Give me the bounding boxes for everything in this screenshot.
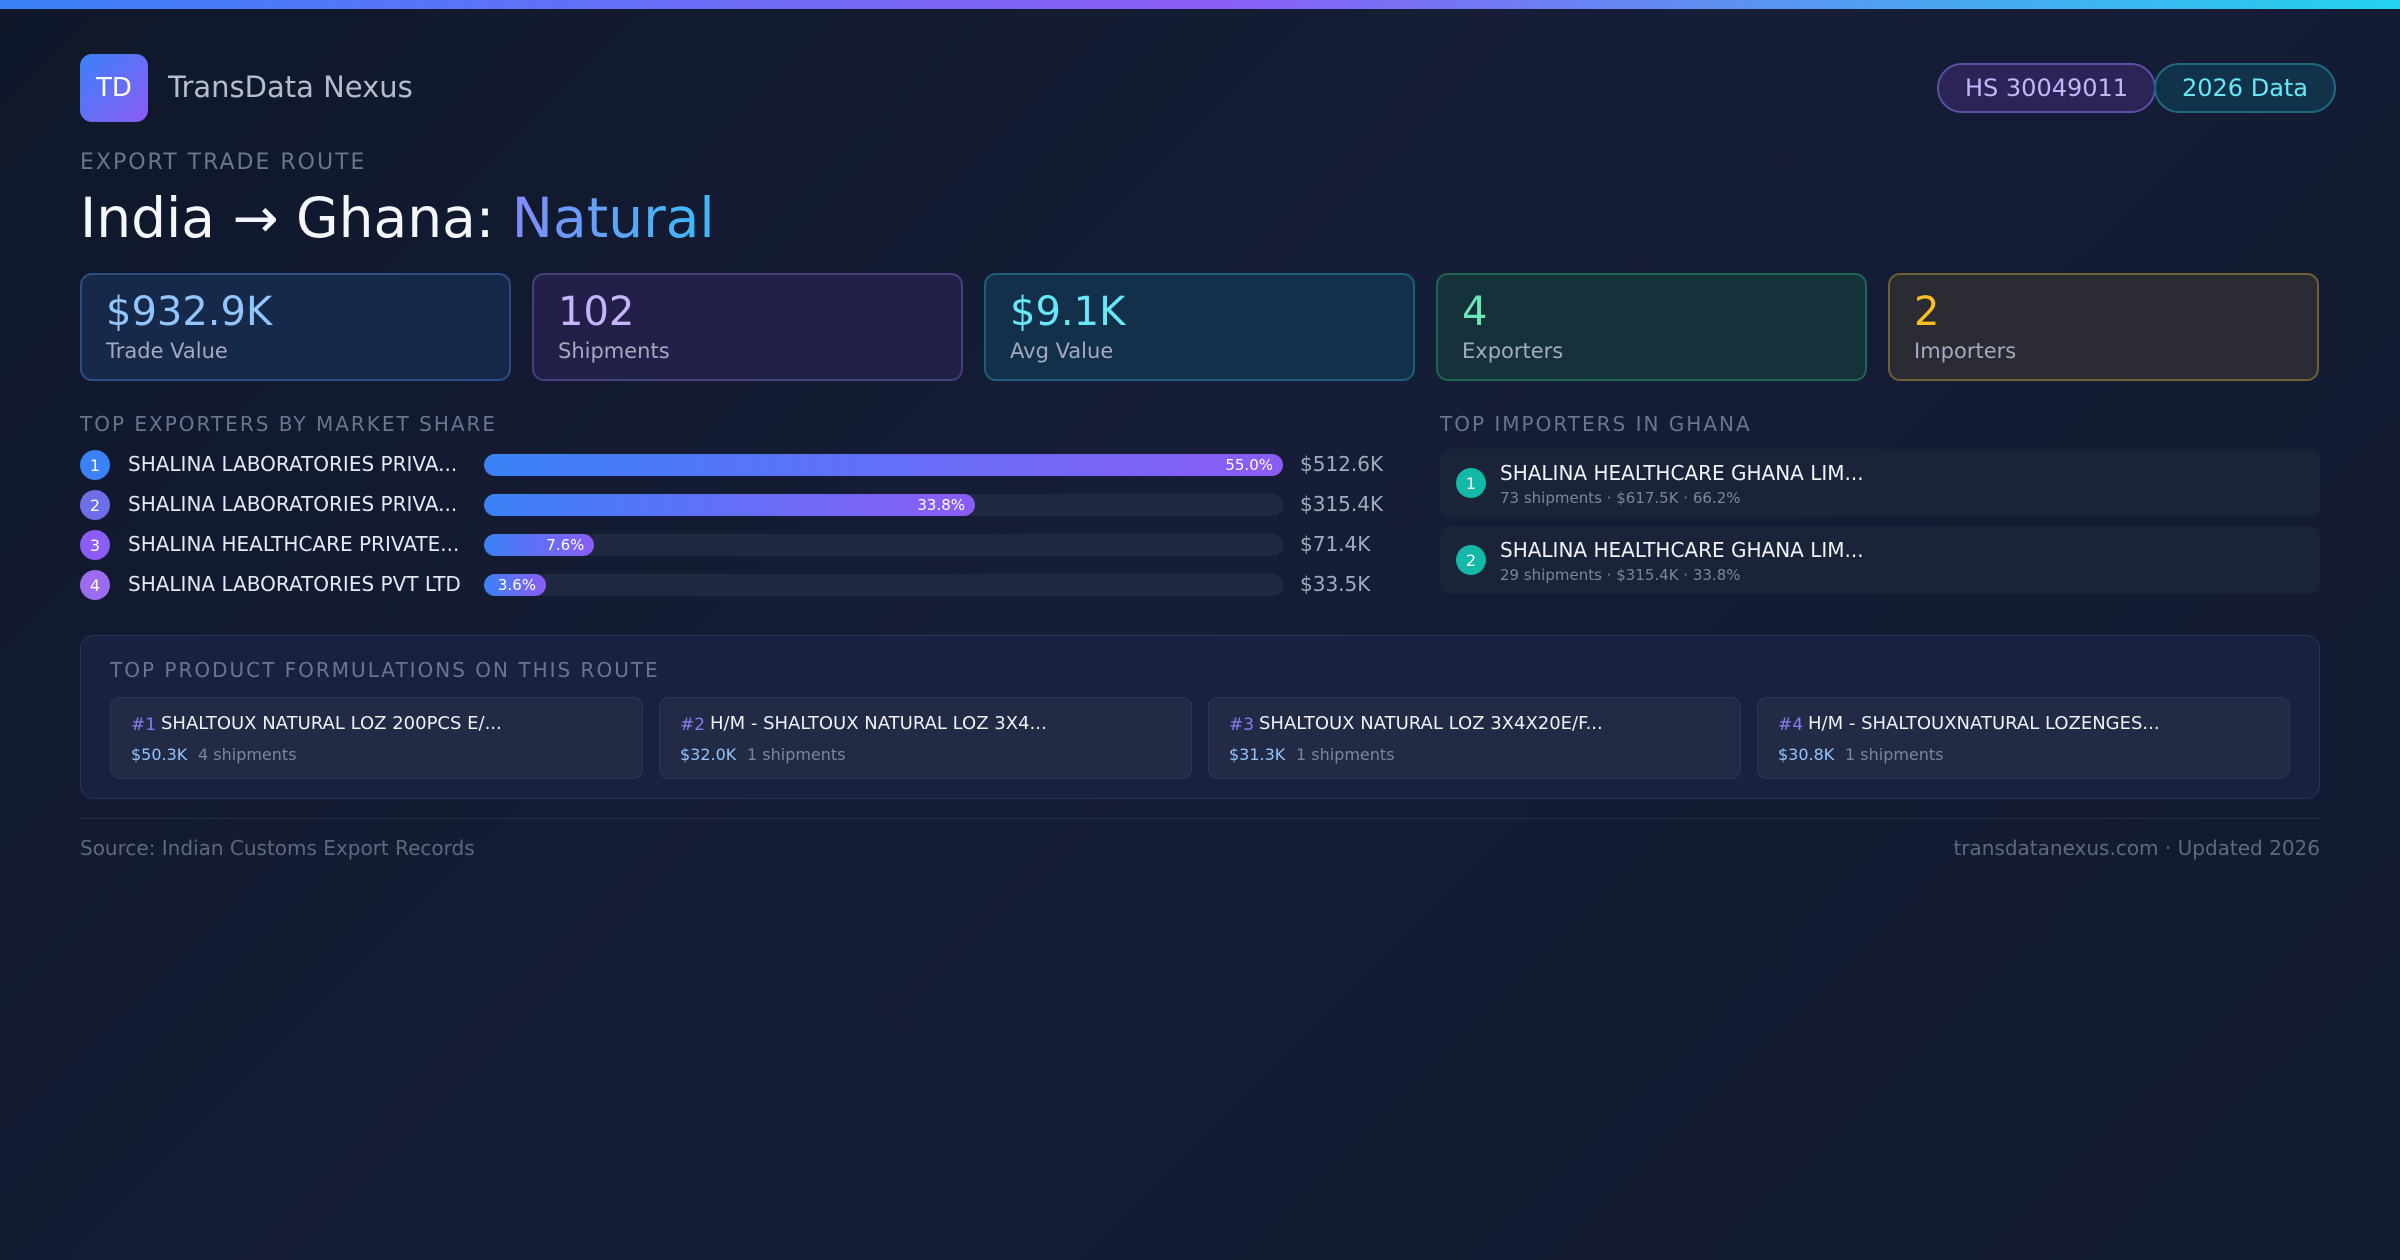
exporter-name: SHALINA LABORATORIES PRIVA... [128,452,458,476]
stat-card: 4 Exporters [1436,273,1867,381]
top-accent [0,0,2400,9]
rank-badge: 1 [1456,468,1486,498]
product-shipments: 1 shipments [1296,745,1395,764]
bar: 3.6% [484,574,546,596]
rank-badge: 4 [80,570,110,600]
stat-card: $932.9K Trade Value [80,273,511,381]
product-card [110,697,643,779]
importer-card [1440,449,2320,517]
product-shipments: 1 shipments [747,745,846,764]
title-highlight: Natural [511,186,715,250]
bar-track: 55.0% [484,454,1283,476]
stat-value: $9.1K [1010,289,1126,335]
product-rank: #3 [1229,715,1255,735]
exporter-value: $315.4K [1300,492,1384,516]
title: India → Ghana: Natural [80,186,715,250]
product-rank: #1 [131,715,157,735]
bar: 7.6% [484,534,595,556]
stat-label: Trade Value [106,339,228,363]
stat-value: 102 [558,289,635,335]
bar: 33.8% [484,494,976,516]
product-value: $32.0K [680,745,737,764]
divider [80,818,2320,819]
logo: TD [80,54,148,122]
eyebrow: EXPORT TRADE ROUTE [80,150,367,175]
stat-card: $9.1K Avg Value [984,273,1415,381]
product-shipments: 4 shipments [198,745,297,764]
exporters-heading: TOP EXPORTERS BY MARKET SHARE [80,412,498,436]
stat-label: Shipments [558,339,670,363]
stat-value: 2 [1914,289,1940,335]
importer-name: SHALINA HEALTHCARE GHANA LIM... [1500,461,1864,485]
product-card [659,697,1192,779]
bar-track: 33.8% [484,494,1283,516]
importer-detail: 29 shipments · $315.4K · 33.8% [1500,566,1741,584]
product-rank: #4 [1778,715,1804,735]
product-name: SHALTOUX NATURAL LOZ 3X4X20E/F... [1259,713,1603,734]
title-text: India → Ghana: [80,186,495,250]
product-name: SHALTOUX NATURAL LOZ 200PCS E/... [161,713,502,734]
product-card [1757,697,2290,779]
products-heading: TOP PRODUCT FORMULATIONS ON THIS ROUTE [110,658,660,682]
rank-badge: 1 [80,450,110,480]
brand: TransData Nexus [168,70,413,104]
rank-badge: 2 [1456,545,1486,575]
rank-badge: 3 [80,530,110,560]
product-rank: #2 [680,715,706,735]
stat-label: Avg Value [1010,339,1114,363]
year-badge: 2026 Data [2154,63,2337,113]
stat-label: Exporters [1462,339,1564,363]
exporter-value: $33.5K [1300,572,1371,596]
stat-card: 102 Shipments [532,273,963,381]
source: Source: Indian Customs Export Records [80,836,475,860]
exporter-value: $512.6K [1300,452,1384,476]
product-card [1208,697,1741,779]
exporter-name: SHALINA LABORATORIES PRIVA... [128,492,458,516]
site: transdatanexus.com · Updated 2026 [1953,836,2320,860]
product-value: $30.8K [1778,745,1835,764]
bar: 55.0% [484,454,1283,476]
product-shipments: 1 shipments [1845,745,1944,764]
importer-card [1440,526,2320,594]
bar-track: 7.6% [484,534,1283,556]
product-name: H/M - SHALTOUXNATURAL LOZENGES... [1808,713,2160,734]
product-name: H/M - SHALTOUX NATURAL LOZ 3X4... [710,713,1047,734]
exporter-value: $71.4K [1300,532,1371,556]
importers-heading: TOP IMPORTERS IN GHANA [1440,412,1752,436]
stat-value: $932.9K [106,289,273,335]
exporter-name: SHALINA HEALTHCARE PRIVATE... [128,532,460,556]
product-value: $50.3K [131,745,188,764]
exporter-name: SHALINA LABORATORIES PVT LTD [128,572,461,596]
rank-badge: 2 [80,490,110,520]
stat-card: 2 Importers [1888,273,2319,381]
bar-track: 3.6% [484,574,1283,596]
importer-detail: 73 shipments · $617.5K · 66.2% [1500,489,1741,507]
importer-name: SHALINA HEALTHCARE GHANA LIM... [1500,538,1864,562]
stat-label: Importers [1914,339,2017,363]
hs-badge: HS 30049011 [1937,63,2157,113]
stat-value: 4 [1462,289,1488,335]
product-value: $31.3K [1229,745,1286,764]
